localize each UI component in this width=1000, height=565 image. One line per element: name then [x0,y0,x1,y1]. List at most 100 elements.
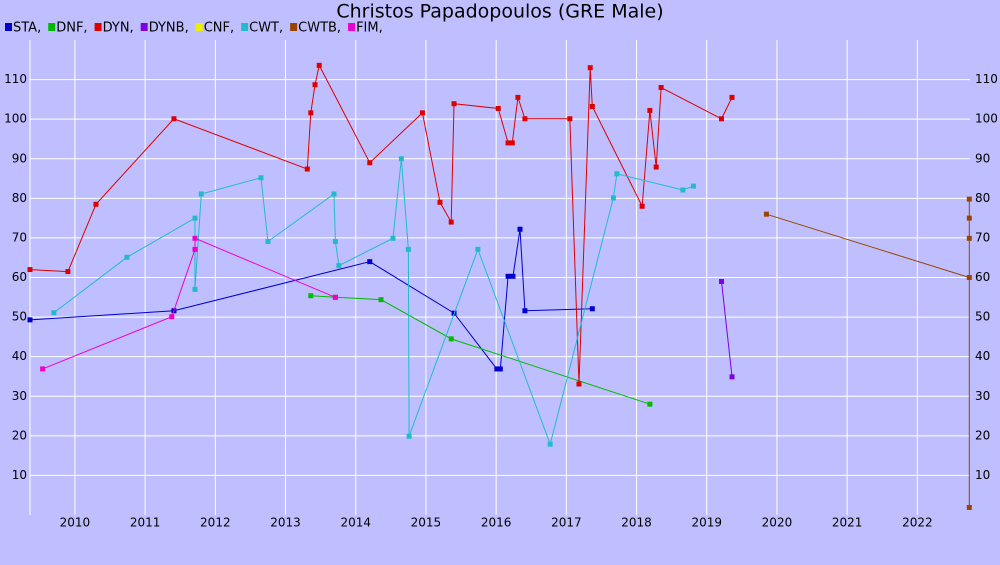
y2-tick-label: 50 [975,310,990,324]
point [198,191,204,197]
x-tick-label: 2016 [481,516,512,530]
legend-label: CWT, [249,21,283,36]
y-tick-label: 100 [4,112,27,126]
point [653,164,659,170]
point [124,254,130,260]
legend-swatch [195,23,203,31]
y2-tick-label: 10 [975,468,990,482]
series-line [29,63,733,384]
point [522,116,528,122]
point [398,156,404,162]
point [763,211,769,217]
legend-swatch [140,23,148,31]
point [576,381,582,387]
series-line [53,158,694,446]
point [475,246,481,252]
point [331,191,337,197]
point [510,273,516,279]
point [312,82,318,88]
y-tick-label: 60 [12,270,27,284]
legend-label: CWTB, [298,21,341,36]
x-tick-label: 2011 [130,516,161,530]
y-tick-label: 80 [12,191,27,205]
point [390,235,396,241]
legend-label: CNF, [204,21,234,36]
point [27,317,33,323]
chart-title: Christos Papadopoulos (GRE Male) [336,1,663,23]
y-tick-label: 30 [12,389,27,403]
point [304,166,310,172]
x-tick-label: 2013 [270,516,301,530]
point [405,246,411,252]
legend-label: DYN, [103,21,134,36]
series-line [720,281,733,377]
point [332,238,338,244]
point [610,195,616,201]
point [966,275,972,280]
point [966,215,972,221]
point [729,374,735,380]
legend-swatch [241,23,249,31]
point [51,310,57,316]
point [589,306,595,312]
point [614,171,620,177]
point [680,187,686,193]
point [192,246,198,252]
x-tick-label: 2018 [621,516,652,530]
point [406,433,412,439]
point [517,226,523,232]
point [729,94,735,100]
y2-tick-label: 100 [975,112,998,126]
point [93,201,99,207]
y2-tick-label: 60 [975,270,990,284]
point [509,140,515,146]
legend-label: DNF, [56,21,87,36]
point [367,160,373,166]
x-tick-label: 2012 [200,516,231,530]
series-line [766,199,970,508]
x-tick-label: 2015 [411,516,442,530]
point [419,110,425,116]
y2-tick-label: 20 [975,428,990,442]
point [547,441,553,447]
y-tick-label: 20 [12,428,27,442]
point [308,110,314,116]
legend-label: FIM, [356,21,383,36]
point [647,401,653,407]
x-tick-label: 2010 [60,516,91,530]
point [718,116,724,122]
point [308,293,314,299]
y2-tick-label: 30 [975,389,990,403]
y-tick-label: 110 [4,72,27,86]
point [258,175,264,181]
point [437,199,443,205]
legend-swatch [94,23,102,31]
point [690,183,696,189]
point [718,278,724,284]
point [169,314,175,320]
legend-swatch [348,23,356,31]
point [567,116,573,122]
y2-tick-label: 80 [975,191,990,205]
point [505,273,511,279]
point [332,294,338,300]
point [65,269,71,275]
point [367,259,373,265]
point [505,140,511,146]
y-tick-label: 40 [12,349,27,363]
point [587,65,593,71]
point [336,263,342,269]
point [40,366,46,372]
legend-label: DYNB, [149,21,189,36]
point [658,85,664,90]
point [966,235,972,241]
y-tick-label: 70 [12,230,27,244]
legend-swatch [48,23,56,31]
legend-swatch [290,23,298,31]
x-tick-label: 2021 [832,516,863,530]
y2-tick-label: 90 [975,151,990,165]
point [639,203,645,209]
